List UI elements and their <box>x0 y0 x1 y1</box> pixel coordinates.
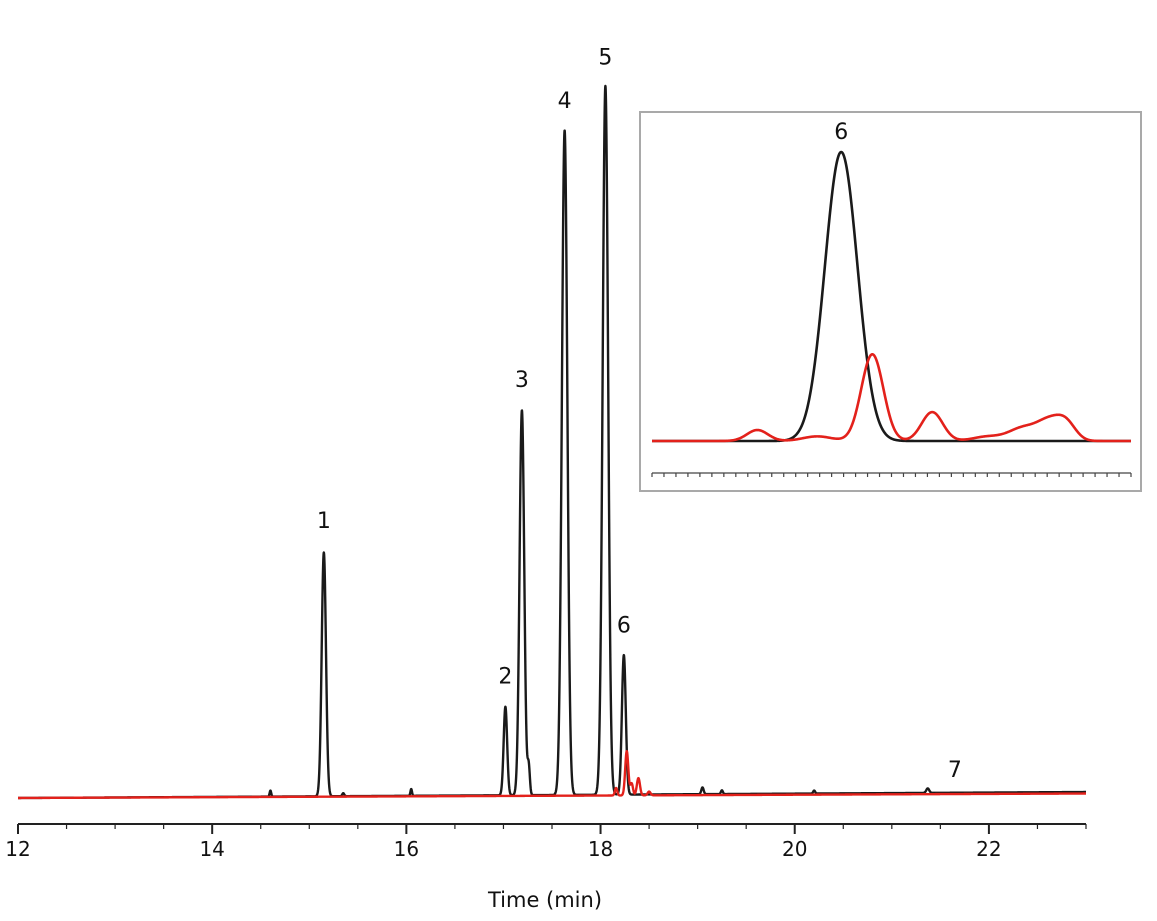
inset-frame <box>639 111 1142 492</box>
peak-label: 3 <box>515 368 529 393</box>
peak-label: 6 <box>617 613 631 638</box>
main-chromatogram: 1 2 3 4 5 6 7 <box>16 46 1088 800</box>
peak-label: 1 <box>317 509 331 534</box>
x-tick-label: 18 <box>588 837 613 861</box>
time-axis: 12 14 16 18 20 22 <box>5 823 1087 861</box>
peak-label: 6 <box>834 120 848 145</box>
peak-label: 4 <box>558 89 572 114</box>
inset-chromatogram: 6 <box>651 120 1132 443</box>
x-tick-label: 16 <box>394 837 419 861</box>
x-axis-title: Time (min) <box>487 888 602 912</box>
x-tick-label: 20 <box>782 837 807 861</box>
inset-axis <box>651 472 1132 477</box>
peak-label: 2 <box>498 664 512 689</box>
inset-zoom-panel: 6 <box>639 111 1142 492</box>
x-tick-label: 14 <box>199 837 224 861</box>
x-tick-label: 12 <box>5 837 30 861</box>
trace-line-2 <box>651 353 1132 443</box>
x-tick-label: 22 <box>976 837 1001 861</box>
trace-line-2 <box>16 749 1088 800</box>
peak-label: 7 <box>948 758 962 783</box>
peak-label: 5 <box>598 46 612 71</box>
